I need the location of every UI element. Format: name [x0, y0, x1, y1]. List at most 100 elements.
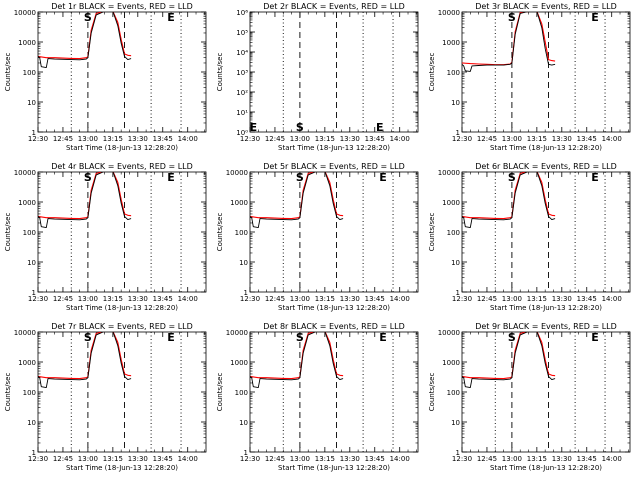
series-layer [38, 12, 132, 69]
y-tick-label: 10⁰ [236, 129, 248, 137]
chart-panel-9: Det 9r BLACK = Events, RED = LLD 1 10 100 10… [428, 322, 631, 472]
x-tick-label: 14:00 [178, 135, 198, 143]
y-axis-label: Counts/sec [4, 373, 12, 412]
series-line-events [38, 332, 132, 389]
x-tick-label: 13:30 [128, 295, 148, 303]
y-tick-label: 1000 [442, 199, 460, 207]
y-tick-label: 10 [27, 419, 36, 427]
panel-title: Det 1r BLACK = Events, RED = LLD [51, 2, 193, 11]
x-tick-label: 12:30 [28, 295, 48, 303]
x-tick-label: 12:45 [53, 295, 73, 303]
marker-label-e: E [167, 171, 175, 184]
y-axis-label: Counts/sec [428, 373, 436, 412]
marker-label-s: S [296, 331, 304, 344]
series-line-lld [462, 332, 556, 380]
y-tick-label: 100 [447, 69, 460, 77]
x-tick-label: 13:15 [103, 295, 123, 303]
y-axis-label: Counts/sec [428, 213, 436, 252]
series-layer [38, 332, 132, 389]
series-line-lld [38, 332, 132, 380]
x-axis-label: Start Time (18-Jun-13 12:28:20) [66, 144, 178, 152]
y-tick-label: 1000 [18, 199, 36, 207]
x-tick-label: 13:45 [153, 135, 173, 143]
panel-title: Det 8r BLACK = Events, RED = LLD [263, 322, 405, 331]
x-tick-label: 13:45 [365, 295, 385, 303]
marker-label-e: E [379, 171, 387, 184]
x-tick-label: 13:00 [290, 135, 310, 143]
panel-title: Det 9r BLACK = Events, RED = LLD [475, 322, 617, 331]
x-tick-label: 13:00 [502, 135, 522, 143]
x-tick-label: 14:00 [602, 455, 622, 463]
x-tick-label: 12:30 [28, 135, 48, 143]
x-tick-label: 13:30 [340, 295, 360, 303]
x-axis-label: Start Time (18-Jun-13 12:28:20) [278, 464, 390, 472]
y-tick-label: 1000 [230, 199, 248, 207]
chart-panel-8: Det 8r BLACK = Events, RED = LLD 1 10 100 10… [216, 322, 419, 472]
x-tick-label: 12:30 [452, 455, 472, 463]
series-layer [462, 12, 556, 72]
y-tick-label: 1 [456, 129, 460, 137]
y-axis-label: Counts/sec [4, 53, 12, 92]
x-tick-label: 12:30 [452, 295, 472, 303]
marker-label-s: S [508, 331, 516, 344]
y-tick-label: 10¹ [236, 109, 248, 117]
marker-label-e: E [167, 11, 175, 24]
x-tick-label: 12:45 [265, 135, 285, 143]
y-axis-label: Counts/sec [428, 53, 436, 92]
x-tick-label: 12:45 [265, 295, 285, 303]
y-tick-label: 10000 [14, 9, 36, 17]
series-line-lld [38, 12, 132, 60]
x-axis-label: Start Time (18-Jun-13 12:28:20) [66, 304, 178, 312]
x-tick-label: 14:00 [178, 295, 198, 303]
chart-panel-4: Det 4r BLACK = Events, RED = LLD 1 10 100 10… [4, 162, 207, 312]
y-axis-label: Counts/sec [216, 373, 224, 412]
y-tick-label: 100 [447, 389, 460, 397]
y-tick-label: 10000 [226, 169, 248, 177]
x-tick-label: 12:45 [477, 455, 497, 463]
x-tick-label: 12:45 [53, 455, 73, 463]
marker-label-e: E [591, 331, 599, 344]
x-tick-label: 13:30 [552, 295, 572, 303]
x-tick-label: 14:00 [390, 135, 410, 143]
x-tick-label: 12:45 [265, 455, 285, 463]
y-axis-label: Counts/sec [4, 213, 12, 252]
y-tick-label: 10⁴ [236, 49, 248, 57]
marker-label-s: S [84, 171, 92, 184]
x-tick-label: 13:15 [527, 295, 547, 303]
chart-panel-5: Det 5r BLACK = Events, RED = LLD 1 10 100 10… [216, 162, 419, 312]
y-tick-label: 1000 [442, 39, 460, 47]
marker-label-s: S [84, 11, 92, 24]
series-line-lld [462, 172, 556, 220]
chart-panel-6: Det 6r BLACK = Events, RED = LLD 1 10 100 10… [428, 162, 631, 312]
panel-title: Det 6r BLACK = Events, RED = LLD [475, 162, 617, 171]
x-tick-label: 12:45 [477, 295, 497, 303]
panel-title: Det 3r BLACK = Events, RED = LLD [475, 2, 617, 11]
x-tick-label: 13:45 [577, 295, 597, 303]
panel-title: Det 4r BLACK = Events, RED = LLD [51, 162, 193, 171]
marker-label-e: E [591, 11, 599, 24]
marker-label-e: E [376, 121, 384, 134]
marker-label-s: S [508, 11, 516, 24]
x-axis-label: Start Time (18-Jun-13 12:28:20) [278, 144, 390, 152]
x-axis-label: Start Time (18-Jun-13 12:28:20) [490, 144, 602, 152]
series-line-lld [38, 172, 132, 220]
series-layer [38, 172, 132, 229]
x-tick-label: 13:15 [315, 295, 335, 303]
x-tick-label: 12:30 [28, 455, 48, 463]
y-tick-label: 100 [23, 229, 36, 237]
x-tick-label: 13:45 [577, 135, 597, 143]
series-layer [250, 332, 344, 389]
series-line-events [462, 332, 556, 389]
x-tick-label: 12:45 [477, 135, 497, 143]
marker-label-s: S [508, 171, 516, 184]
marker-label-e: E [379, 331, 387, 344]
x-tick-label: 13:15 [527, 455, 547, 463]
y-tick-label: 10⁵ [236, 29, 248, 37]
y-tick-label: 10000 [438, 169, 460, 177]
panel-title: Det 5r BLACK = Events, RED = LLD [263, 162, 405, 171]
y-tick-label: 1 [456, 449, 460, 457]
y-tick-label: 1000 [442, 359, 460, 367]
marker-label-e: E [167, 331, 175, 344]
y-tick-label: 1000 [18, 359, 36, 367]
x-tick-label: 13:45 [365, 455, 385, 463]
